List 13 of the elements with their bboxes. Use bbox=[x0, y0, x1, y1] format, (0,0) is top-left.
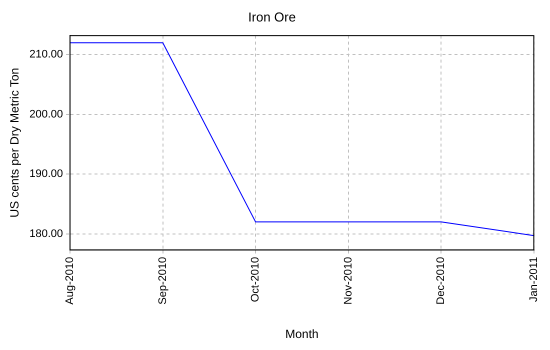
x-tick-label: Aug-2010 bbox=[64, 256, 76, 305]
y-tick-label: 190.00 bbox=[29, 168, 64, 180]
chart-title: Iron Ore bbox=[248, 9, 296, 24]
x-tick-label: Jan-2011 bbox=[528, 256, 540, 302]
x-axis-title: Month bbox=[285, 327, 319, 342]
y-tick-label: 210.00 bbox=[29, 48, 64, 61]
y-tick-label: 200.00 bbox=[29, 108, 64, 120]
y-tick-label: 180.00 bbox=[29, 228, 64, 240]
x-tick-label: Dec-2010 bbox=[435, 256, 448, 305]
y-axis-title: US cents per Dry Metric Ton bbox=[8, 68, 22, 218]
x-tick-label: Oct-2010 bbox=[250, 256, 262, 302]
x-tick-label: Sep-2010 bbox=[156, 256, 169, 305]
x-tick-label: Nov-2010 bbox=[342, 256, 354, 305]
